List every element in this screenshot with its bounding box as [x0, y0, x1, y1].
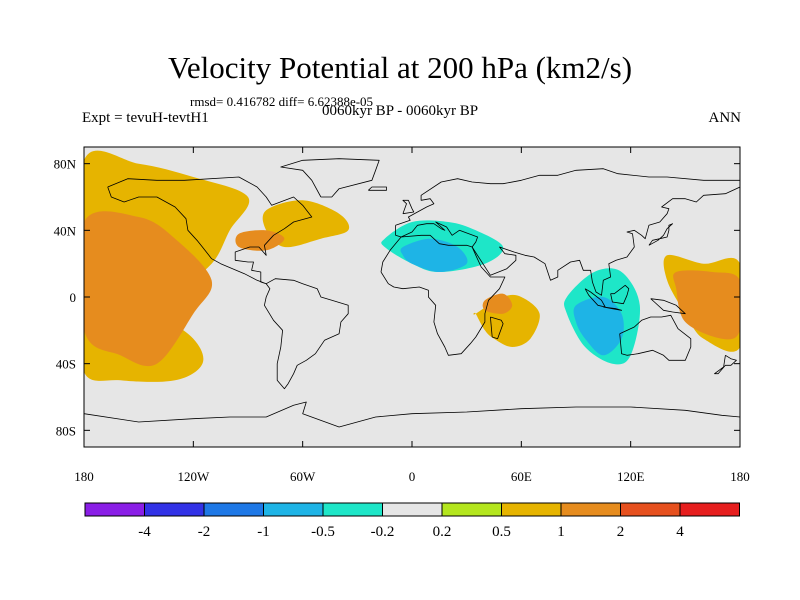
coastline-2: [380, 234, 506, 356]
colorbar-box: [144, 502, 205, 517]
coastline-13: [490, 316, 504, 340]
period-label: 0060kyr BP - 0060kyr BP: [321, 103, 479, 119]
contour-region-indonesia: [573, 296, 624, 356]
contour-region-caribbean: [235, 230, 285, 251]
coastline-1: [264, 278, 349, 390]
colorbar-box: [560, 502, 621, 517]
coastline-10: [603, 306, 622, 311]
x-tick-label: 0: [409, 469, 416, 484]
colorbar-label: 2: [617, 524, 625, 540]
x-tick-label: 60E: [511, 469, 532, 484]
colorbar-box: [203, 502, 264, 517]
coastline-6: [84, 401, 740, 428]
coastline-11: [610, 284, 630, 305]
contour-region-north-africa: [400, 238, 468, 272]
colorbar-label: -2: [198, 524, 211, 540]
x-tick-label: 180: [74, 469, 94, 484]
coastline-14: [714, 354, 737, 375]
coastline-layer: [84, 158, 740, 428]
coastline-5: [280, 158, 380, 198]
colorbar-label: -0.5: [311, 524, 335, 540]
colorbar-box: [322, 502, 383, 517]
coastline-4: [619, 314, 692, 361]
colorbar-label: 4: [676, 524, 684, 540]
colorbar-label: 0.2: [433, 524, 452, 540]
contour-region-west-pacific: [673, 270, 740, 340]
colorbar: -4 -2 -1 -0.5 -0.2 0.2 0.5 1 2 4: [84, 502, 740, 540]
contour-fill-layer: [84, 150, 740, 415]
coastline-12: [650, 298, 686, 315]
coastline-3: [395, 168, 740, 296]
colorbar-box: [382, 502, 443, 517]
coastline-0: [107, 176, 313, 285]
coastline-8: [648, 223, 673, 246]
statistics-text: rmsd= 0.416782 diff= 6.62388e-05: [190, 94, 374, 109]
y-tick-label: 80N: [54, 157, 77, 172]
colorbar-label: 1: [557, 524, 565, 540]
colorbar-box: [620, 502, 681, 517]
map-axes: 180 120W 60W 0 60E 120E 180 80N 40N 0 40S 80S: [54, 147, 750, 484]
x-tick-label: 120E: [617, 469, 645, 484]
colorbar-box: [84, 502, 145, 517]
x-tick-label: 60W: [290, 469, 316, 484]
y-tick-label: 0: [70, 290, 77, 305]
colorbar-label: 0.5: [492, 524, 511, 540]
x-tick-label: 180: [730, 469, 750, 484]
contour-region-central-pacific: [84, 211, 213, 367]
experiment-label: Expt = tevuH-tevtH1: [82, 110, 209, 126]
y-tick-label: 80S: [56, 423, 76, 438]
colorbar-box: [679, 502, 740, 517]
colorbar-label: -4: [138, 524, 151, 540]
chart-title: Velocity Potential at 200 hPa (km2/s): [167, 50, 633, 85]
y-tick-label: 40N: [54, 223, 77, 238]
colorbar-box: [263, 502, 324, 517]
colorbar-label: -1: [257, 524, 270, 540]
colorbar-box: [501, 502, 562, 517]
colorbar-label: -0.2: [371, 524, 395, 540]
x-tick-label: 120W: [177, 469, 210, 484]
contour-region-atlantic-eurasia: [291, 165, 674, 415]
coastline-7: [402, 199, 415, 215]
coastline-15: [368, 186, 387, 191]
contour-region-north-atlantic: [262, 200, 350, 248]
season-label: ANN: [708, 110, 742, 126]
colorbar-box: [441, 502, 502, 517]
y-tick-label: 40S: [56, 357, 76, 372]
